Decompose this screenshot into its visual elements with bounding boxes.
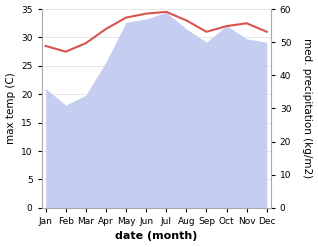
Y-axis label: max temp (C): max temp (C) [5,73,16,144]
Y-axis label: med. precipitation (kg/m2): med. precipitation (kg/m2) [302,38,313,179]
X-axis label: date (month): date (month) [115,231,197,242]
